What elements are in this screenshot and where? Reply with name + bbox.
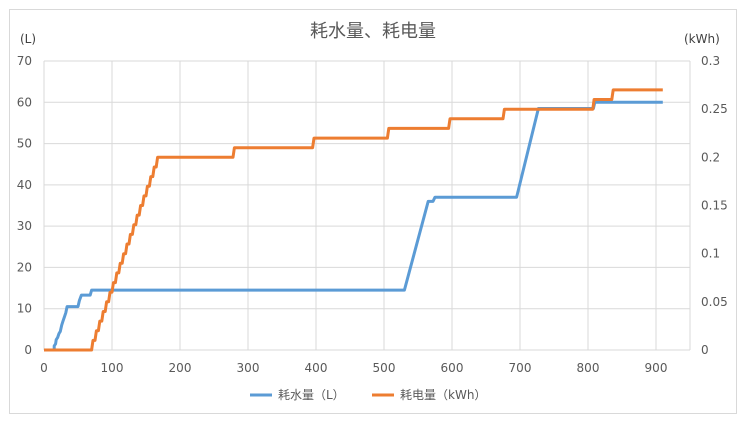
y-right-tick-label: 0.2 [701, 150, 720, 164]
x-tick-label: 700 [509, 361, 532, 375]
chart-frame [9, 9, 737, 414]
chart-title: 耗水量、耗电量 [310, 21, 436, 42]
left-axis-unit: (L) [20, 32, 36, 46]
x-tick-label: 0 [40, 361, 48, 375]
y-left-tick-label: 10 [17, 302, 32, 316]
series-line-water [52, 100, 663, 350]
y-right-tick-label: 0.1 [701, 247, 720, 261]
x-tick-label: 400 [305, 361, 328, 375]
y-left-tick-label: 40 [17, 178, 32, 192]
x-tick-label: 900 [645, 361, 668, 375]
y-left-tick-label: 60 [17, 95, 32, 109]
right-axis-unit: (kWh) [684, 32, 720, 46]
y-left-tick-label: 70 [17, 54, 32, 68]
x-tick-label: 500 [373, 361, 396, 375]
y-right-tick-label: 0.25 [701, 102, 728, 116]
x-tick-label: 600 [441, 361, 464, 375]
x-tick-label: 800 [577, 361, 600, 375]
legend: 耗水量（L） 耗电量（kWh） [250, 388, 486, 402]
y-left-tick-label: 50 [17, 137, 32, 151]
legend-label-electricity: 耗电量（kWh） [400, 388, 486, 402]
y-right-tick-label: 0.3 [701, 54, 720, 68]
y-right-tick-label: 0 [701, 343, 709, 357]
x-tick-label: 100 [101, 361, 124, 375]
y-left-tick-label: 30 [17, 219, 32, 233]
x-tick-label: 200 [169, 361, 192, 375]
legend-label-water: 耗水量（L） [278, 388, 345, 402]
x-tick-label: 300 [237, 361, 260, 375]
series-lines [44, 88, 663, 352]
y-right-tick-label: 0.05 [701, 295, 728, 309]
series-line-electricity [44, 88, 663, 352]
gridlines [43, 60, 691, 351]
y-left-tick-label: 0 [24, 343, 32, 357]
y-right-tick-label: 0.15 [701, 199, 728, 213]
y-left-tick-label: 20 [17, 260, 32, 274]
